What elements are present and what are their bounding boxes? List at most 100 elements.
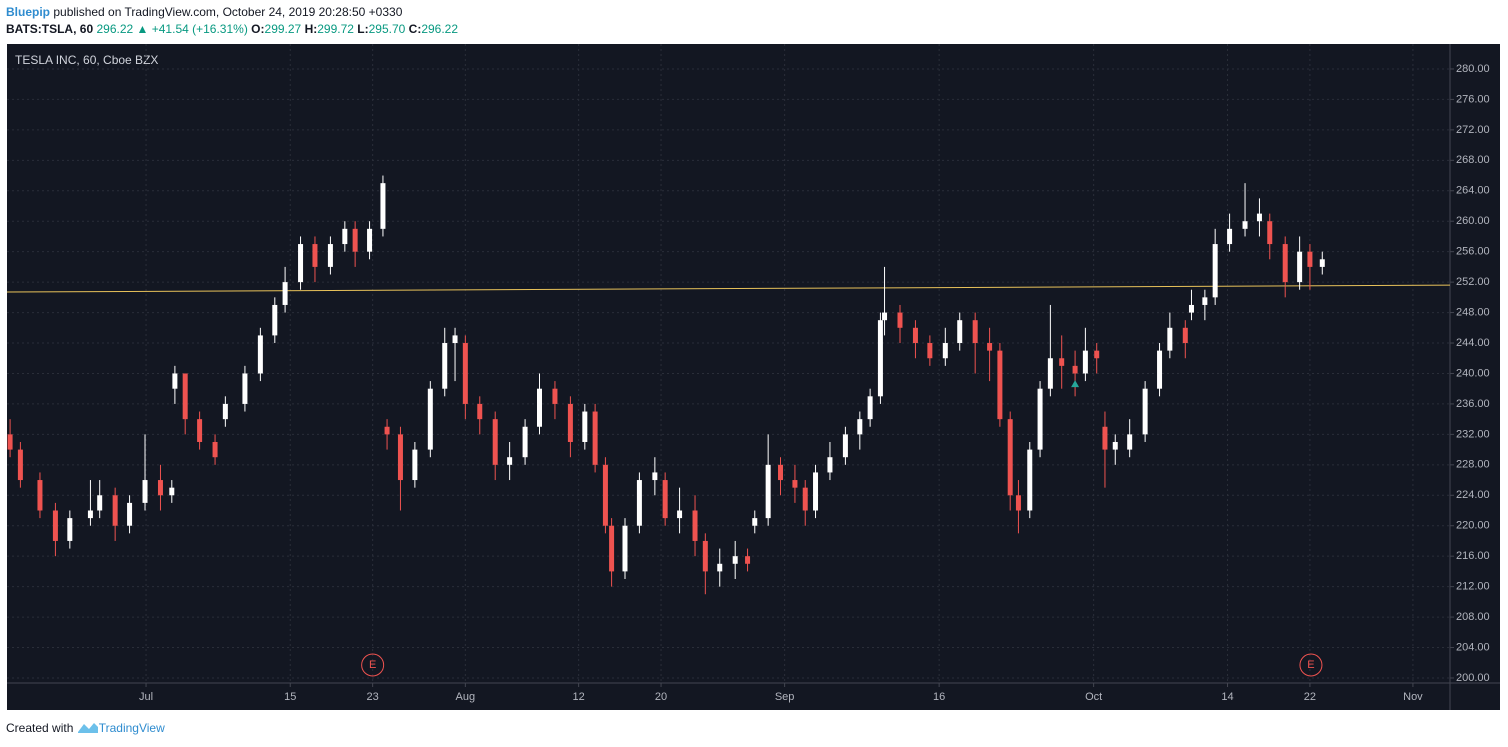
y-tick-label: 204.00 <box>1456 641 1490 653</box>
logo <box>77 723 98 733</box>
candle-body <box>1202 297 1208 305</box>
y-tick-label: 272.00 <box>1456 124 1490 136</box>
candle-body <box>882 312 888 321</box>
candle-body <box>1082 350 1088 374</box>
c-label: C: <box>408 22 422 36</box>
candle-body <box>1142 388 1148 435</box>
candle-body <box>752 518 758 526</box>
brand[interactable]: TradingView <box>98 721 165 735</box>
event-circle <box>1299 653 1323 677</box>
candle-body <box>212 441 218 458</box>
candle-body <box>169 487 175 496</box>
y-tick-label: 260.00 <box>1456 215 1490 227</box>
candle-body <box>662 480 668 519</box>
created: Created with <box>6 721 74 735</box>
candle-body <box>857 419 863 435</box>
candle-body <box>1072 365 1078 374</box>
candle-body <box>272 304 278 336</box>
chart-title: TESLA INC, 60, Cboe BZX <box>15 53 158 67</box>
candle-body <box>942 343 948 359</box>
candle-body <box>172 373 178 389</box>
candle-body <box>127 502 133 526</box>
header: Bluepip published on TradingView.com, Oc… <box>6 4 458 38</box>
candle-body <box>507 457 513 465</box>
footer: Created with TradingView <box>6 721 165 735</box>
y-tick-label: 264.00 <box>1456 185 1490 197</box>
x-tick-label: 23 <box>367 691 379 703</box>
candle-body <box>492 419 498 465</box>
candle-body <box>462 343 468 404</box>
candle-body <box>1188 304 1194 313</box>
candle-body <box>927 343 933 359</box>
published: published on TradingView.com, October 24… <box>53 5 403 19</box>
event-circle <box>361 653 385 677</box>
candle-body <box>298 244 304 283</box>
candle-body <box>1027 449 1033 511</box>
x-tick-label: 16 <box>933 691 945 703</box>
candle-body <box>1256 213 1262 222</box>
change: +41.54 (+16.31%) <box>151 22 248 36</box>
candle-body <box>452 335 458 344</box>
candle-body <box>1102 426 1108 450</box>
candle-body <box>1127 434 1133 450</box>
x-tick-label: Jul <box>139 691 153 703</box>
candle-body <box>1037 388 1043 450</box>
candle-body <box>442 343 448 389</box>
symbol: BATS:TSLA, 60 <box>6 22 94 36</box>
candle-body <box>957 320 963 344</box>
y-tick-label: 236.00 <box>1456 398 1490 410</box>
candle-body <box>582 411 588 442</box>
candle-body <box>1182 327 1188 344</box>
author[interactable]: Bluepip <box>6 5 50 19</box>
candle-body <box>17 449 23 481</box>
candle-body <box>384 426 390 435</box>
candle-body <box>897 312 903 328</box>
header-line-2: BATS:TSLA, 60 296.22 ▲ +41.54 (+16.31%) … <box>6 21 458 38</box>
candle-body <box>157 480 163 496</box>
candle-body <box>427 388 433 450</box>
x-tick-label: 14 <box>1221 691 1233 703</box>
marker <box>1071 380 1080 388</box>
chart-background <box>7 44 1500 710</box>
candle-body <box>912 327 918 344</box>
open: 299.27 <box>264 22 302 36</box>
candle-body <box>327 244 333 267</box>
candle-body <box>1094 350 1100 359</box>
candle-body <box>282 282 288 305</box>
y-tick-label: 208.00 <box>1456 611 1490 623</box>
candle-body <box>677 510 683 519</box>
last: 296.22 <box>96 22 134 36</box>
candle-body <box>522 426 528 458</box>
candle-body <box>397 434 403 481</box>
candle-body <box>842 434 848 458</box>
x-tick-label: 12 <box>573 691 585 703</box>
candle-body <box>1307 251 1313 267</box>
candle-body <box>609 525 615 572</box>
y-tick-label: 248.00 <box>1456 306 1490 318</box>
candle-body <box>802 487 808 511</box>
candle-body <box>257 335 263 374</box>
logo-shape <box>77 723 98 733</box>
candle-body <box>1212 244 1218 298</box>
candle-body <box>717 563 723 572</box>
candle-body <box>112 495 118 526</box>
candle-body <box>827 457 833 473</box>
low: 295.70 <box>368 22 406 36</box>
candle-body <box>987 343 993 351</box>
up-arrow: ▲ <box>136 22 149 36</box>
x-tick-label: Sep <box>775 691 795 703</box>
candle-body <box>602 464 608 526</box>
x-tick-label: Nov <box>1403 691 1423 703</box>
high: 299.72 <box>317 22 354 36</box>
candle-body <box>380 183 386 229</box>
x-tick-label: Oct <box>1085 691 1102 703</box>
candle-body <box>182 373 188 420</box>
header-line-1: Bluepip published on TradingView.com, Oc… <box>6 4 458 21</box>
candle-body <box>367 228 373 252</box>
candle-body <box>1007 419 1013 496</box>
candle-body <box>477 403 483 420</box>
candle-body <box>1167 327 1173 351</box>
candle-body <box>622 525 628 572</box>
candle-body <box>536 388 542 427</box>
